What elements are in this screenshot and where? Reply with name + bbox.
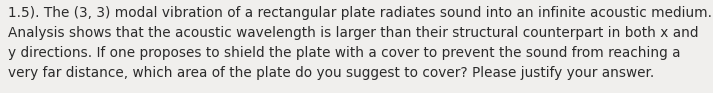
- Text: y directions. If one proposes to shield the plate with a cover to prevent the so: y directions. If one proposes to shield …: [8, 46, 680, 60]
- Text: very far distance, which area of the plate do you suggest to cover? Please justi: very far distance, which area of the pla…: [8, 66, 655, 80]
- Text: Analysis shows that the acoustic wavelength is larger than their structural coun: Analysis shows that the acoustic wavelen…: [8, 26, 699, 40]
- Text: 1.5). The (3, 3) modal vibration of a rectangular plate radiates sound into an i: 1.5). The (3, 3) modal vibration of a re…: [8, 6, 712, 20]
